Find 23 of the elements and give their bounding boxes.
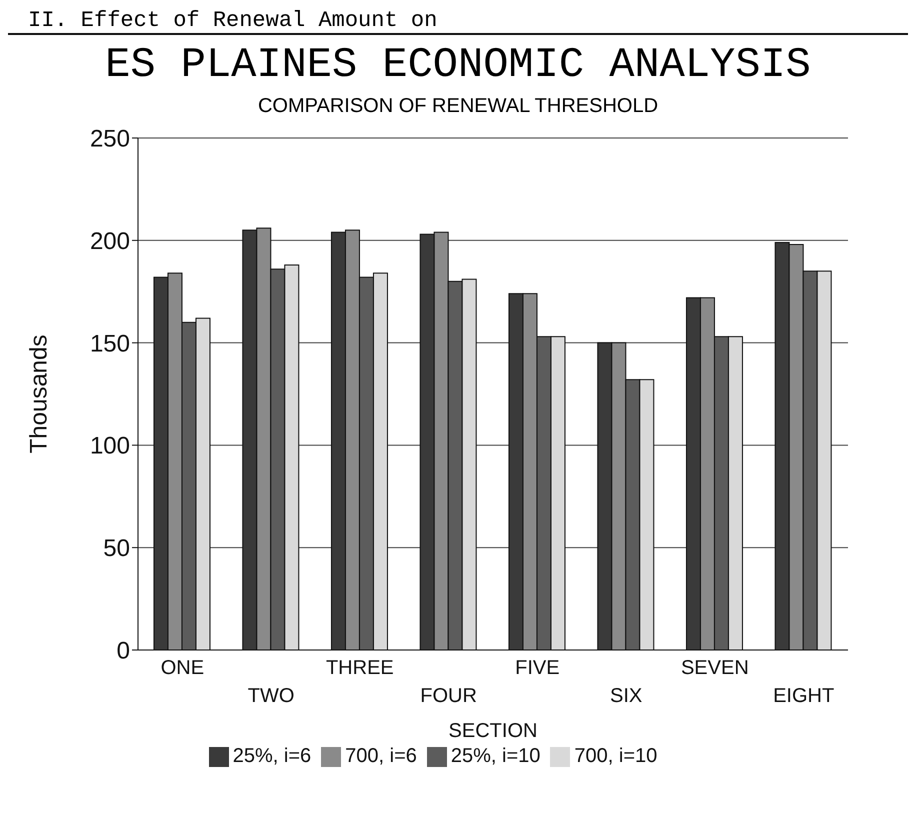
- legend-label: 25%, i=10: [450, 745, 540, 767]
- y-tick-label: 0: [116, 638, 130, 665]
- legend-label: 25%, i=6: [232, 745, 312, 767]
- x-tick-label: FOUR: [420, 685, 477, 707]
- y-tick-label: 250: [90, 126, 130, 153]
- x-tick-label: TWO: [248, 685, 294, 707]
- y-axis-title: Thousands: [26, 334, 53, 454]
- legend-label: 700, i=10: [574, 745, 658, 767]
- legend-label: 700, i=6: [345, 745, 417, 767]
- x-tick-label: EIGHT: [773, 685, 834, 707]
- x-tick-label: ONE: [160, 657, 204, 679]
- y-tick-label: 150: [90, 330, 130, 358]
- y-tick-label: 100: [90, 432, 130, 460]
- text: II. Effect of Renewal Amount on: [8, 8, 908, 35]
- x-tick-label: SEVEN: [680, 657, 749, 679]
- chart-subtitle: COMPARISON OF RENEWAL THRESHOLD: [256, 95, 660, 118]
- y-tick-label: 50: [103, 535, 130, 562]
- y-tick-label: 200: [90, 228, 130, 255]
- chart-title: ES PLAINES ECONOMIC ANALYSIS: [104, 41, 812, 89]
- x-tick-label: FIVE: [515, 657, 560, 679]
- x-tick-label: SIX: [610, 685, 642, 707]
- x-tick-label: THREE: [326, 657, 394, 679]
- x-axis-title: SECTION: [448, 720, 538, 742]
